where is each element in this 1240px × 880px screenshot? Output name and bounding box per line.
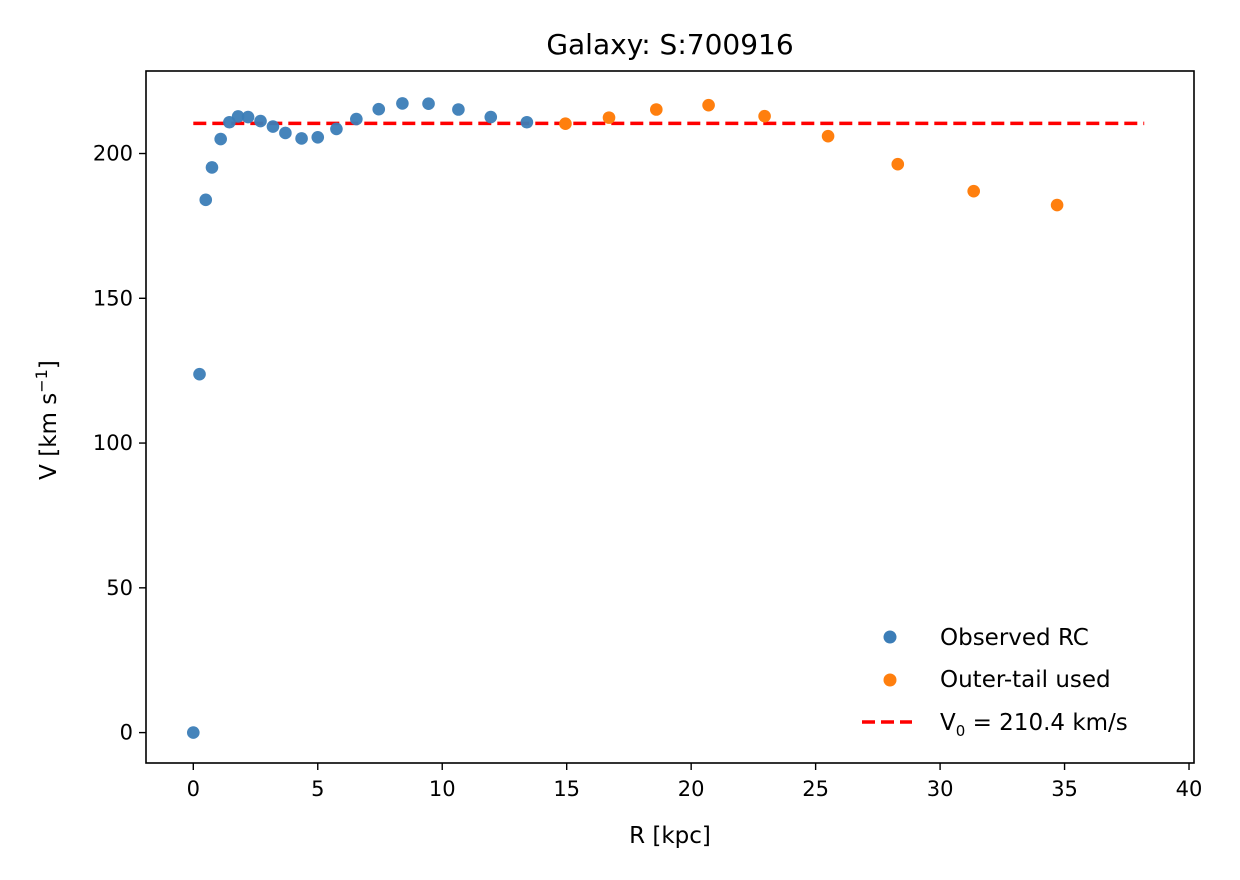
observed-rc-point	[279, 126, 292, 140]
outer-tail-point	[758, 109, 771, 123]
observed-rc-point	[452, 103, 465, 116]
y-tick-label: 150	[93, 286, 133, 310]
x-axis-label: R [kpc]	[629, 823, 711, 849]
observed-rc-point	[396, 97, 409, 110]
observed-rc-point	[520, 115, 534, 129]
observed-rc-point	[350, 112, 363, 126]
legend-v0-rest: = 210.4 km/s	[965, 710, 1128, 736]
x-axis-ticks: 0 5 10 15 20 25 30 35 40	[187, 763, 1203, 801]
x-tick-label: 35	[1051, 777, 1078, 801]
legend-label-observed: Observed RC	[940, 625, 1089, 651]
observed-rc-point	[199, 193, 213, 207]
observed-rc-point	[231, 110, 245, 123]
y-tick-label: 200	[93, 142, 133, 166]
x-tick-label: 5	[311, 777, 324, 801]
outer-tail-point	[602, 111, 616, 124]
y-axis-label-superscript: −1	[32, 369, 51, 393]
plot-frame	[145, 70, 1195, 764]
y-tick-label: 0	[120, 721, 133, 745]
outer-tail-point	[891, 157, 905, 171]
observed-rc-point	[266, 120, 280, 133]
observed-rc-point	[330, 122, 343, 136]
outer-tail-point	[650, 103, 663, 116]
outer-tail-point	[821, 129, 835, 143]
legend-label-outer-tail: Outer-tail used	[940, 667, 1111, 693]
observed-rc-point	[311, 131, 325, 144]
data-points	[186, 97, 1064, 739]
observed-rc-point	[484, 110, 498, 124]
y-tick-label: 50	[106, 576, 133, 600]
legend-label-v0: V0 = 210.4 km/s	[940, 710, 1128, 740]
observed-rc-point	[214, 132, 227, 146]
legend-marker-outer-tail	[883, 673, 897, 687]
legend-marker-observed	[883, 630, 897, 644]
outer-tail-point	[702, 98, 715, 112]
outer-tail-point	[967, 184, 980, 198]
observed-rc-point	[254, 114, 267, 128]
observed-rc-point	[205, 161, 219, 174]
legend-v0-main: V	[940, 710, 956, 736]
y-axis-ticks: 0 50 100 150 200	[93, 142, 146, 745]
x-tick-label: 20	[678, 777, 705, 801]
x-tick-label: 30	[927, 777, 954, 801]
observed-rc-point	[372, 102, 386, 116]
y-axis-label-end: ]	[36, 360, 62, 369]
observed-rc-point	[422, 97, 435, 111]
y-axis-label: V [km s−1]	[32, 360, 62, 480]
observed-rc-point	[186, 726, 200, 739]
y-tick-label: 100	[93, 431, 133, 455]
x-tick-label: 15	[553, 777, 580, 801]
observed-rc-point	[295, 132, 308, 145]
x-tick-label: 25	[802, 777, 829, 801]
chart-title: Galaxy: S:700916	[546, 28, 793, 61]
observed-rc-point	[241, 110, 255, 124]
legend: Observed RC Outer-tail used V0 = 210.4 k…	[862, 625, 1128, 740]
x-tick-label: 40	[1176, 777, 1203, 801]
observed-rc-point	[193, 367, 206, 381]
x-tick-label: 10	[429, 777, 456, 801]
outer-tail-point	[559, 117, 572, 130]
legend-v0-subscript: 0	[956, 722, 966, 740]
y-axis-label-main: V [km s	[36, 393, 62, 480]
x-tick-label: 0	[187, 777, 200, 801]
outer-tail-point	[1050, 198, 1064, 212]
